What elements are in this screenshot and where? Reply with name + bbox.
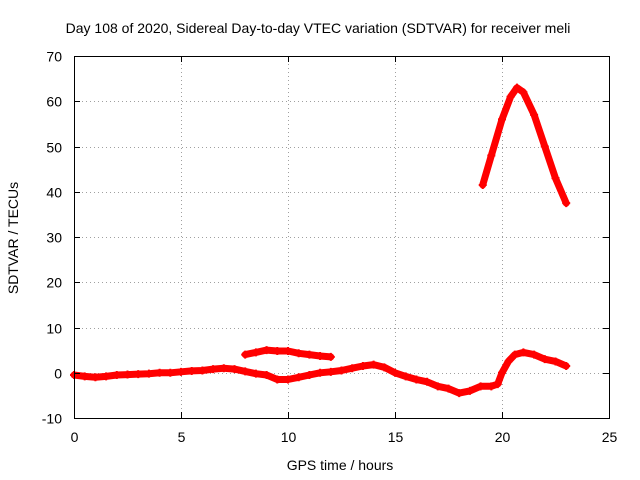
data-point bbox=[187, 366, 196, 375]
data-point bbox=[198, 366, 207, 375]
data-point bbox=[562, 361, 571, 370]
data-point bbox=[326, 352, 335, 361]
data-point bbox=[540, 142, 549, 151]
x-tick-label: 25 bbox=[602, 429, 618, 445]
data-point bbox=[262, 371, 271, 380]
data-point bbox=[493, 380, 502, 389]
data-point bbox=[478, 180, 487, 189]
data-point bbox=[504, 357, 513, 366]
x-tick-label: 15 bbox=[388, 429, 404, 445]
data-point bbox=[134, 370, 143, 379]
data-point bbox=[177, 367, 185, 376]
data-point bbox=[444, 384, 453, 393]
data-point bbox=[551, 174, 560, 183]
data-point bbox=[144, 369, 153, 378]
x-tick-label: 10 bbox=[281, 429, 297, 445]
data-point bbox=[369, 360, 378, 369]
data-point bbox=[241, 350, 250, 359]
series-main bbox=[70, 348, 571, 398]
x-tick-label: 0 bbox=[71, 429, 79, 445]
y-tick-label: 40 bbox=[46, 185, 62, 201]
x-tick-label: 5 bbox=[178, 429, 186, 445]
data-point bbox=[401, 372, 410, 381]
data-point bbox=[512, 83, 521, 92]
data-point bbox=[284, 347, 292, 356]
data-point bbox=[562, 199, 571, 208]
data-point bbox=[123, 370, 132, 379]
y-tick-label: 30 bbox=[46, 230, 62, 246]
data-series bbox=[70, 83, 571, 398]
data-point bbox=[219, 364, 228, 373]
data-point bbox=[455, 389, 464, 398]
data-point bbox=[305, 371, 314, 380]
data-point bbox=[506, 92, 515, 101]
data-point bbox=[294, 349, 303, 358]
y-tick-label: 10 bbox=[46, 321, 62, 337]
data-point bbox=[476, 382, 485, 391]
data-point bbox=[519, 348, 528, 357]
data-point bbox=[519, 88, 528, 97]
series-peak bbox=[478, 83, 571, 208]
data-point bbox=[294, 373, 303, 382]
data-point bbox=[530, 350, 539, 359]
chart-title: Day 108 of 2020, Sidereal Day-to-day VTE… bbox=[66, 20, 571, 36]
y-tick-label: 20 bbox=[46, 275, 62, 291]
data-point bbox=[284, 375, 292, 384]
data-point bbox=[498, 115, 506, 124]
data-point bbox=[155, 368, 164, 377]
data-point bbox=[273, 347, 282, 356]
data-point bbox=[487, 382, 496, 391]
data-point bbox=[540, 355, 549, 364]
data-point bbox=[273, 375, 282, 384]
data-point bbox=[433, 382, 442, 391]
y-axis-label: SDTVAR / TECUs bbox=[5, 182, 21, 294]
series-hump bbox=[241, 346, 335, 361]
data-point bbox=[80, 372, 89, 381]
data-point bbox=[305, 350, 314, 359]
data-point bbox=[102, 372, 111, 381]
data-point bbox=[91, 373, 100, 382]
axis-ticks: 0 5 10 15 20 25 -10 0 10 20 30 40 50 60 70 bbox=[42, 49, 618, 446]
data-point bbox=[241, 367, 250, 376]
y-tick-label: 50 bbox=[46, 140, 62, 156]
series-line bbox=[479, 84, 570, 207]
data-point bbox=[326, 367, 335, 376]
data-point bbox=[530, 110, 539, 119]
data-point bbox=[209, 365, 218, 374]
y-tick-label: -10 bbox=[42, 411, 62, 427]
data-point bbox=[358, 361, 367, 370]
data-point bbox=[510, 350, 519, 359]
x-tick-label: 20 bbox=[495, 429, 511, 445]
data-point bbox=[251, 369, 260, 378]
y-tick-label: 60 bbox=[46, 94, 62, 110]
data-point bbox=[251, 348, 260, 357]
data-point bbox=[230, 365, 239, 374]
data-point bbox=[380, 363, 389, 372]
y-tick-label: 0 bbox=[54, 366, 62, 382]
x-axis-label: GPS time / hours bbox=[287, 457, 394, 473]
data-point bbox=[498, 368, 506, 377]
y-tick-label: 70 bbox=[46, 49, 62, 65]
data-point bbox=[487, 151, 496, 160]
data-point bbox=[551, 357, 560, 366]
data-point bbox=[465, 386, 474, 395]
data-point bbox=[316, 352, 325, 361]
data-point bbox=[348, 364, 357, 373]
data-point bbox=[412, 375, 421, 384]
data-point bbox=[423, 377, 432, 386]
data-point bbox=[316, 368, 325, 377]
data-point bbox=[337, 366, 346, 375]
data-point bbox=[166, 368, 175, 377]
data-point bbox=[262, 346, 271, 355]
data-point bbox=[391, 368, 399, 377]
data-point bbox=[112, 371, 121, 380]
